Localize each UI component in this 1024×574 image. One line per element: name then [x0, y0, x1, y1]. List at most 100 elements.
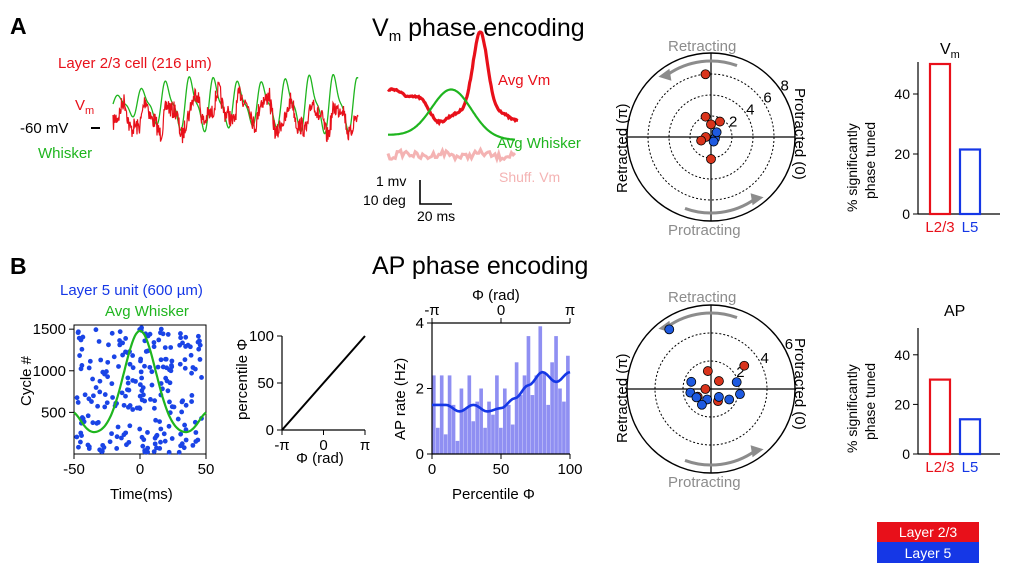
- spike-dot: [98, 357, 104, 363]
- layer5-dot: [691, 392, 702, 403]
- polar-a-left-label: Retracted (π): [614, 103, 631, 193]
- panel-a-letter: A: [10, 13, 27, 39]
- scale-bar: [419, 180, 452, 205]
- bar-y-tick-label: 20: [894, 146, 910, 162]
- retracting-arrowhead: [658, 68, 672, 81]
- spike-dot: [195, 437, 201, 443]
- polar-ring-label: 6: [763, 89, 771, 106]
- layer23-dot: [739, 360, 750, 371]
- spike-dot: [111, 354, 117, 360]
- spike-dot: [193, 430, 199, 435]
- spike-dot: [80, 334, 86, 340]
- spike-dot: [158, 439, 163, 445]
- spike-dot: [140, 443, 146, 449]
- polar-a-right-label: Protracted (0): [791, 88, 808, 180]
- retracting-arrow: [666, 311, 738, 328]
- bar-chart-vm: 0 20 40 L2/3 L5: [894, 62, 1000, 236]
- spike-dot: [155, 364, 161, 370]
- spike-dot: [85, 413, 91, 419]
- raster-xlabel: Time(ms): [110, 486, 173, 503]
- scale-deg-label: 10 deg: [363, 192, 406, 208]
- bar-y-tick-label: 0: [902, 206, 910, 222]
- spike-dot: [115, 424, 121, 430]
- spike-dot: [167, 380, 173, 386]
- spike-dot: [93, 385, 99, 390]
- spike-dot: [158, 426, 164, 432]
- spike-dot: [197, 357, 203, 362]
- spike-dot: [93, 327, 99, 333]
- histogram-bar: [495, 375, 499, 454]
- spike-dot: [141, 437, 147, 443]
- raster-ylabel: Cycle #: [18, 355, 35, 406]
- layer5-dot: [664, 324, 675, 335]
- bar-b-ylabel-1: % significantly: [844, 364, 860, 453]
- mv-label: -60 mV: [20, 120, 68, 137]
- histogram-bar: [467, 375, 472, 454]
- spike-dot: [104, 400, 110, 406]
- spike-dot: [199, 375, 204, 380]
- hist-top-tick-label: π: [565, 302, 575, 319]
- polar-ring-label: 4: [761, 350, 769, 367]
- spike-dot: [169, 362, 174, 368]
- spike-dot: [152, 441, 158, 447]
- histogram-bar: [499, 427, 503, 454]
- protracting-arrowhead: [750, 445, 764, 458]
- vm-trace: [112, 81, 359, 144]
- spike-dot: [179, 441, 185, 447]
- raster-x-tick-label: 50: [198, 461, 215, 478]
- raster-y-tick-label: 1000: [33, 363, 66, 380]
- histogram-bar: [550, 362, 554, 454]
- spike-dot: [125, 387, 130, 393]
- spike-dot: [125, 380, 131, 386]
- spike-dot: [125, 375, 131, 381]
- hist-top-label: Φ (rad): [472, 287, 520, 304]
- percentile-y-tick-label: 0: [266, 422, 274, 439]
- spike-dot: [163, 375, 169, 381]
- spike-dot: [79, 346, 85, 352]
- polar-ring-label: 2: [729, 114, 737, 131]
- spike-dot: [119, 435, 124, 441]
- histogram-bar: [506, 404, 511, 454]
- layer5-dot: [708, 136, 719, 147]
- hist-y-tick-label: 2: [416, 381, 424, 398]
- spike-dot: [127, 403, 133, 408]
- histogram-bar: [562, 401, 566, 454]
- spike-dot: [100, 369, 106, 375]
- spike-dot: [86, 396, 92, 402]
- polar-plot-ap: 246: [626, 304, 796, 474]
- protracting-arrow: [684, 450, 756, 467]
- spike-dot: [145, 449, 150, 455]
- bar-a-title: Vm: [940, 41, 960, 61]
- histogram-bar: [514, 362, 519, 454]
- spike-dot: [180, 340, 185, 346]
- spike-dot: [97, 389, 103, 395]
- raster-x-tick-label: -50: [63, 461, 85, 478]
- histogram-bar: [542, 372, 547, 454]
- spike-dot: [107, 439, 113, 445]
- spike-dot: [74, 395, 80, 401]
- retracting-arrow: [666, 59, 738, 76]
- avg-vm-label: Avg Vm: [498, 72, 550, 89]
- spike-dot: [158, 357, 164, 363]
- layer5-dot: [711, 127, 722, 138]
- spike-dot: [121, 432, 127, 438]
- raster-x-tick-label: 0: [136, 461, 144, 478]
- histogram-bar: [443, 434, 448, 454]
- spike-dot: [182, 422, 188, 428]
- spike-dot: [195, 333, 201, 339]
- percentile-y-tick-label: 100: [249, 328, 274, 345]
- layer23-dot: [696, 135, 707, 146]
- layer5-dot: [735, 389, 745, 400]
- spike-dot: [139, 375, 145, 381]
- histogram-bar: [530, 395, 535, 454]
- spike-dot: [183, 437, 189, 443]
- raster-y-tick-label: 500: [41, 404, 66, 421]
- spike-dot: [130, 407, 136, 412]
- percentile-x-tick-label: π: [360, 437, 370, 454]
- histogram-bar: [518, 395, 523, 454]
- spike-dot: [104, 369, 109, 374]
- spike-dot: [119, 390, 125, 396]
- histogram-bar: [522, 375, 527, 454]
- bar-b-ylabel-2: phase tuned: [862, 363, 878, 440]
